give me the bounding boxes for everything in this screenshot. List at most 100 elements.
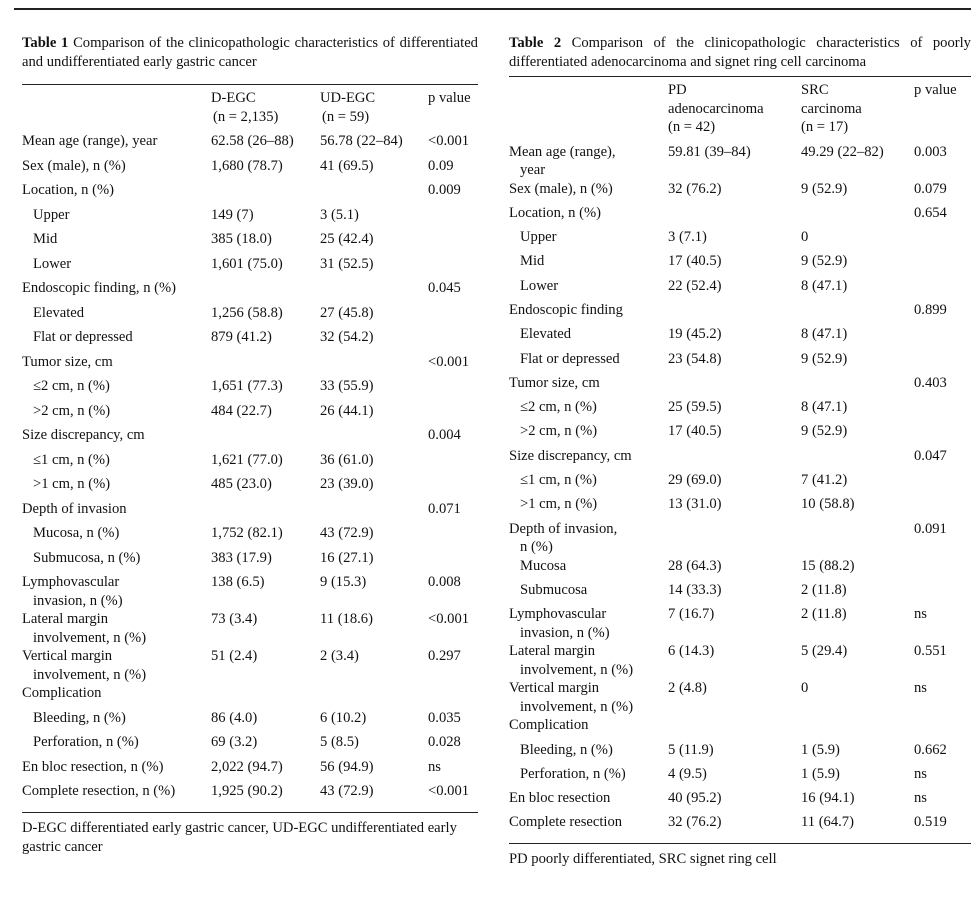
table-row: Location, n (%) 0.654 [509, 204, 971, 228]
value-col2: 9 (52.9) [801, 180, 848, 197]
value-col1: 6 (14.3) [668, 643, 715, 660]
table-1-panel: Table 1 Comparison of the clinicopatholo… [22, 30, 478, 857]
table-row: Complication [509, 716, 971, 740]
value-col2: 16 (94.1) [801, 790, 855, 807]
row-label: Size discrepancy, cm [22, 427, 145, 443]
p-value: <0.001 [428, 783, 470, 799]
row-label: Submucosa, n (%) [33, 549, 141, 566]
value-col2: 8 (47.1) [801, 399, 848, 416]
value-col2: 8 (47.1) [801, 277, 848, 294]
table-row: Mucosa, n (%) 1,752 (82.1) 43 (72.9) [22, 524, 478, 549]
p-value [428, 549, 478, 574]
value-col2: 16 (27.1) [320, 549, 374, 566]
row-label: Submucosa [520, 581, 588, 598]
table-row: Perforation, n (%) 4 (9.5) 1 (5.9) ns [509, 765, 971, 789]
row-label: ≤1 cm, n (%) [520, 472, 597, 489]
value-col2 [320, 426, 428, 451]
table-row: ≤2 cm, n (%) 25 (59.5) 8 (47.1) [509, 398, 971, 422]
value-col1: 22 (52.4) [668, 277, 722, 294]
value-col1: 1,651 (77.3) [211, 378, 283, 394]
table-1-pvalue-header: p value [428, 90, 471, 106]
row-label: Tumor size, cm [22, 353, 113, 370]
table-1-caption: Table 1 Comparison of the clinicopatholo… [22, 34, 478, 72]
value-col1: 385 (18.0) [211, 231, 272, 247]
value-col2: 10 (58.8) [801, 496, 855, 513]
value-col2: 36 (61.0) [320, 451, 374, 468]
p-value: ns [914, 790, 927, 807]
value-col2: 31 (52.5) [320, 255, 374, 272]
table-row: Complete resection 32 (76.2) 11 (64.7) 0.51… [509, 813, 971, 837]
value-col1: 1,925 (90.2) [211, 783, 283, 799]
value-col2: 1 (5.9) [801, 741, 840, 758]
value-col2 [801, 447, 914, 471]
value-col2: 9 (52.9) [801, 423, 848, 440]
table-1-header-row: D-EGC (n = 2,135) UD-EGC (n = 59) p value [22, 85, 478, 132]
p-value: 0.403 [914, 374, 947, 391]
value-col2: 33 (55.9) [320, 378, 374, 394]
row-label: ≤2 cm, n (%) [33, 378, 110, 394]
value-col2: 27 (45.8) [320, 304, 374, 321]
table-row: Mucosa 28 (64.3) 15 (88.2) [509, 557, 971, 581]
value-col2: 11 (18.6) [320, 611, 373, 627]
value-col1: 1,601 (75.0) [211, 255, 283, 272]
value-col1 [211, 684, 320, 709]
table-row: Lateral margin involvement, n (%) 73 (3.4)… [22, 610, 478, 647]
value-col1 [211, 353, 320, 378]
table-row: En bloc resection 40 (95.2) 16 (94.1) ns [509, 789, 971, 813]
row-label: Tumor size, cm [509, 374, 600, 391]
row-label: Vertical margin involvement, n (%) [22, 648, 147, 683]
p-value: 0.899 [914, 301, 947, 318]
table-row: Lymphovascular invasion, n (%) 7 (16.7) 2 (… [509, 605, 971, 642]
table-row: Flat or depressed 23 (54.8) 9 (52.9) [509, 350, 971, 374]
p-value [914, 471, 971, 495]
p-value [428, 304, 478, 329]
p-value [428, 402, 478, 427]
value-col1 [668, 520, 801, 557]
value-col2: 41 (69.5) [320, 157, 374, 174]
p-value [914, 228, 971, 252]
value-col2: 56 (94.9) [320, 758, 374, 775]
value-col1: 28 (64.3) [668, 557, 722, 574]
row-label: Location, n (%) [509, 204, 601, 221]
value-col1: 69 (3.2) [211, 734, 258, 750]
value-col1 [211, 279, 320, 304]
value-col1 [668, 447, 801, 471]
p-value [428, 255, 478, 280]
p-value [428, 328, 478, 353]
row-label: Mid [33, 231, 58, 247]
table-row: >1 cm, n (%) 13 (31.0) 10 (58.8) [509, 495, 971, 519]
p-value: 0.091 [914, 520, 947, 537]
value-col1: 149 (7) [211, 206, 254, 223]
table-row: Tumor size, cm <0.001 [22, 353, 478, 378]
value-col1: 1,256 (58.8) [211, 304, 283, 321]
p-value: ns [914, 765, 927, 782]
value-col1: 17 (40.5) [668, 253, 722, 270]
p-value: ns [914, 606, 927, 623]
table-row: Vertical margin involvement, n (%) 2 (4.8)… [509, 679, 971, 716]
row-label: Lower [520, 277, 559, 294]
p-value [914, 716, 971, 740]
table-row: >1 cm, n (%) 485 (23.0) 23 (39.0) [22, 475, 478, 500]
row-label: Lymphovascular invasion, n (%) [509, 606, 610, 641]
p-value: 0.079 [914, 180, 947, 197]
row-label: Complication [509, 717, 589, 734]
row-label: Size discrepancy, cm [509, 447, 632, 464]
row-label: Lymphovascular invasion, n (%) [22, 574, 123, 609]
row-label: Flat or depressed [520, 350, 620, 367]
value-col2: 43 (72.9) [320, 525, 374, 541]
value-col2 [801, 301, 914, 325]
p-value: 0.071 [428, 500, 461, 517]
value-col2: 9 (15.3) [320, 574, 367, 590]
row-label: Mean age (range), year [22, 133, 158, 149]
row-label: Endoscopic finding, n (%) [22, 280, 177, 296]
value-col1: 13 (31.0) [668, 496, 722, 513]
table-row: Flat or depressed 879 (41.2) 32 (54.2) [22, 328, 478, 353]
table-1: D-EGC (n = 2,135) UD-EGC (n = 59) p value … [22, 85, 478, 807]
p-value: <0.001 [428, 353, 470, 370]
value-col2 [320, 353, 428, 378]
p-value [914, 422, 971, 446]
row-label: En bloc resection [509, 790, 611, 807]
value-col1: 3 (7.1) [668, 229, 707, 246]
table-row: Endoscopic finding 0.899 [509, 301, 971, 325]
table-row: ≤1 cm, n (%) 1,621 (77.0) 36 (61.0) [22, 451, 478, 476]
